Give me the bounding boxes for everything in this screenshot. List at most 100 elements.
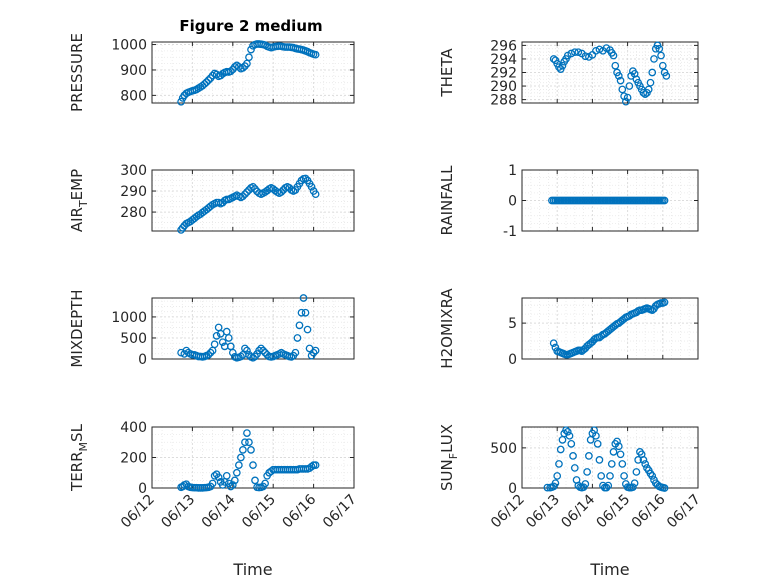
- y-label-tail: SL: [68, 423, 86, 442]
- y-tick-label: 200: [120, 451, 147, 467]
- y-label-main: SUN: [438, 459, 456, 491]
- y-tick-label: 800: [120, 88, 147, 104]
- data-point: [206, 348, 215, 357]
- data-point: [563, 427, 572, 436]
- data-point: [241, 438, 249, 447]
- data-point: [218, 338, 227, 347]
- data-point: [611, 61, 620, 70]
- y-tick-label: 5: [508, 316, 517, 332]
- data-point: [630, 479, 639, 488]
- data-point: [549, 339, 558, 348]
- axes-frame: [151, 169, 355, 232]
- y-tick-label: 290: [120, 184, 147, 200]
- y-axis-label: SUNFLUX: [438, 424, 460, 491]
- data-point: [655, 44, 664, 53]
- data-point: [232, 468, 241, 477]
- y-tick-label: 500: [490, 441, 517, 457]
- data-point: [553, 472, 562, 480]
- data-point: [235, 461, 243, 469]
- data-point: [616, 450, 625, 459]
- data-point: [295, 321, 304, 330]
- data-point: [570, 464, 579, 472]
- data-point: [307, 462, 316, 471]
- y-tick-label: 290: [490, 79, 517, 95]
- x-tick-label: 06/12: [488, 492, 528, 532]
- data-point: [311, 50, 320, 59]
- y-tick-label: 0: [508, 352, 517, 368]
- data-point: [639, 88, 648, 97]
- data-point: [583, 468, 591, 476]
- y-tick-label: 296: [490, 38, 517, 54]
- x-tick-label: 06/15: [594, 492, 634, 532]
- data-point: [200, 80, 209, 88]
- data-point: [585, 452, 593, 460]
- data-point: [641, 460, 650, 468]
- data-point: [210, 340, 219, 349]
- data-point: [243, 346, 251, 355]
- y-label-main: TERR: [68, 451, 86, 492]
- data-point: [556, 445, 565, 454]
- data-point: [261, 348, 269, 357]
- y-tick-label: 0: [508, 481, 517, 497]
- data-point: [604, 481, 613, 490]
- data-point: [204, 350, 213, 359]
- data-point: [297, 308, 306, 317]
- data-point: [620, 472, 628, 480]
- y-axis-label: H2OMIXRA: [438, 288, 456, 369]
- data-point: [301, 308, 310, 317]
- y-tick-label: 0: [138, 481, 147, 497]
- data-point: [239, 446, 247, 454]
- data-point: [660, 298, 669, 307]
- data-point: [569, 452, 577, 460]
- data-point: [249, 182, 257, 191]
- data-point: [247, 45, 255, 54]
- data-point: [226, 482, 235, 491]
- subplot-4: -1 0 1 RAINFALL: [438, 163, 699, 240]
- y-label-tail: EMP: [68, 169, 86, 200]
- data-point: [613, 437, 621, 446]
- data-point: [208, 479, 217, 488]
- y-axis-label: RAINFALL: [438, 165, 456, 236]
- data-point: [222, 327, 231, 336]
- data-point: [257, 344, 265, 353]
- data-point: [662, 72, 671, 80]
- x-tick-label: 06/14: [558, 491, 598, 531]
- data-point: [558, 61, 567, 70]
- y-tick-label: 292: [490, 66, 517, 82]
- data-point: [303, 325, 312, 334]
- data-point: [226, 67, 235, 76]
- y-axis-label: MIXDEPTH: [68, 289, 86, 367]
- data-point: [593, 440, 602, 448]
- data-point: [239, 192, 247, 201]
- data-point: [618, 460, 627, 468]
- y-label-main: RAINFALL: [438, 165, 456, 236]
- data-point: [616, 76, 625, 85]
- data-point: [614, 72, 623, 80]
- x-tick-label: 06/13: [523, 492, 563, 532]
- data-point: [629, 483, 637, 492]
- data-point: [555, 63, 563, 71]
- data-point: [574, 48, 583, 57]
- data-point: [245, 438, 253, 447]
- data-point: [309, 348, 318, 357]
- data-point: [644, 85, 653, 94]
- data-point: [581, 480, 590, 488]
- data-point: [567, 49, 576, 58]
- x-tick-label: 06/16: [629, 491, 669, 531]
- data-point: [204, 76, 213, 84]
- data-point: [311, 461, 320, 469]
- data-point: [243, 429, 251, 437]
- data-point: [241, 344, 249, 353]
- data-point: [224, 334, 233, 342]
- y-label-subscript: M: [77, 442, 90, 452]
- data-point: [606, 472, 614, 480]
- data-point: [301, 174, 310, 183]
- data-point: [299, 294, 308, 302]
- y-label-main: THETA: [438, 48, 456, 98]
- data-point: [650, 55, 658, 63]
- y-tick-label: 1: [508, 163, 517, 179]
- y-tick-label: 1000: [111, 310, 147, 326]
- y-axis-label: PRESSURE: [68, 33, 86, 112]
